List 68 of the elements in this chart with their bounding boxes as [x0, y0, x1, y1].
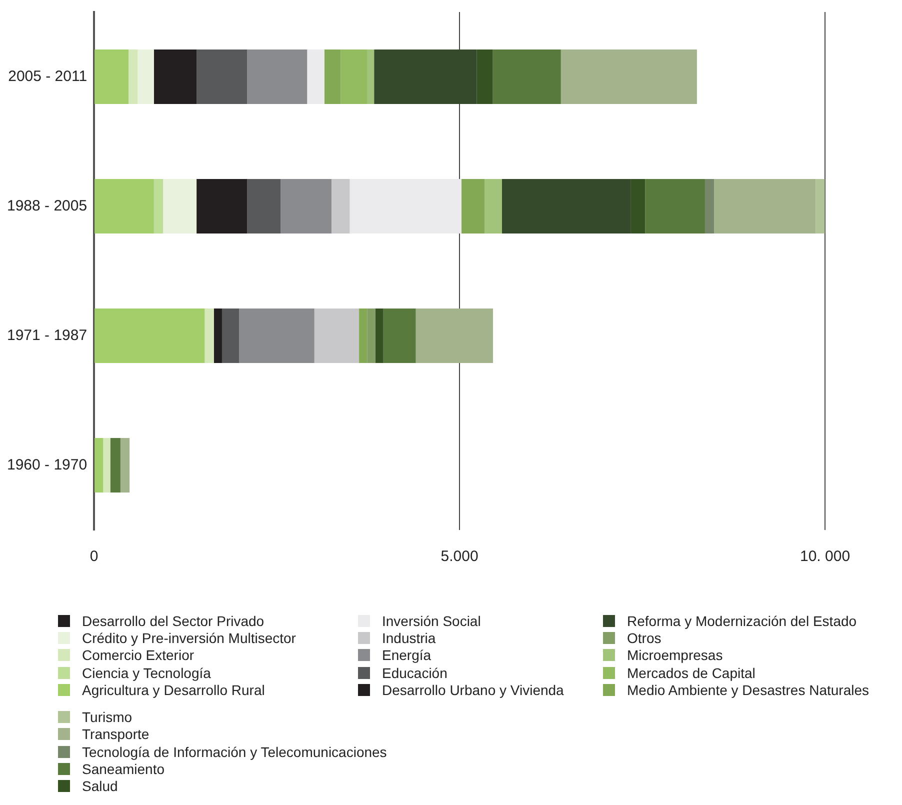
legend-label: Tecnología de Información y Telecomunicaciones [82, 744, 387, 760]
bar [138, 50, 154, 104]
bar [120, 438, 130, 492]
legend-label: Saneamiento [82, 761, 165, 778]
bar [280, 179, 332, 234]
legend-label: Ciencia y Tecnología [82, 664, 211, 681]
bar [484, 179, 502, 234]
bar [375, 308, 384, 363]
legend-label: Salud [82, 778, 118, 794]
legend-label: Desarrollo Urbano y Vivienda [382, 682, 564, 698]
bar [714, 179, 816, 234]
bar [94, 179, 154, 234]
bar [324, 50, 341, 104]
legend-label: Mercados de Capital [627, 664, 756, 681]
bar [247, 179, 281, 234]
bar [196, 50, 248, 104]
bar [416, 308, 494, 363]
x-tick-label: 5.000 [440, 548, 478, 566]
legend-label: Crédito y Pre-inversión Multisector [82, 630, 296, 646]
bar [331, 179, 350, 234]
bar [128, 50, 138, 104]
y-tick-label: 1971 - 1987 [6, 326, 88, 344]
bar [645, 179, 705, 234]
bar [340, 50, 367, 104]
legend-label: Desarrollo del Sector Privado [82, 612, 264, 629]
bar [247, 50, 308, 104]
bar [816, 179, 825, 234]
bar [154, 179, 164, 234]
y-tick-label: 2005 - 2011 [8, 68, 88, 85]
legend-label: Industria [382, 630, 436, 646]
bar [350, 179, 462, 234]
bar [307, 50, 324, 104]
x-tick-label: 10. 000 [800, 548, 850, 566]
legend-label: Turismo [82, 709, 132, 726]
bar [196, 179, 248, 234]
bar [94, 308, 205, 363]
legend-label: Inversión Social [382, 612, 481, 629]
legend-label: Reforma y Modernización del Estado [627, 612, 857, 629]
bar [367, 50, 374, 104]
bar [94, 50, 129, 104]
legend-label: Microempresas [627, 647, 723, 664]
legend-label: Comercio Exterior [82, 647, 194, 664]
bar [492, 50, 561, 104]
bar [110, 438, 120, 492]
bar [154, 50, 197, 104]
bar [367, 308, 376, 363]
legend-label: Otros [627, 630, 662, 646]
bar [239, 308, 314, 363]
bar [383, 308, 416, 363]
bar [359, 308, 368, 363]
bar [103, 438, 110, 492]
y-tick-label: 1988 - 2005 [6, 197, 88, 214]
bar [704, 179, 714, 234]
bar [461, 179, 485, 234]
legend-label: Transporte [82, 726, 150, 742]
bar [94, 438, 104, 492]
bar [214, 308, 222, 363]
bar [222, 308, 240, 363]
legend-label: Agricultura y Desarrollo Rural [82, 682, 265, 698]
bar [560, 50, 697, 104]
bar [314, 308, 360, 363]
legend-label: Medio Ambiente y Desastres Naturales [627, 682, 869, 698]
y-tick-label: 1960 - 1970 [6, 456, 88, 474]
legend-label: Educación [382, 664, 448, 681]
legend-label: Energía [382, 647, 432, 664]
x-tick-label: 0 [90, 548, 98, 566]
bar [204, 308, 214, 363]
bar [163, 179, 197, 234]
